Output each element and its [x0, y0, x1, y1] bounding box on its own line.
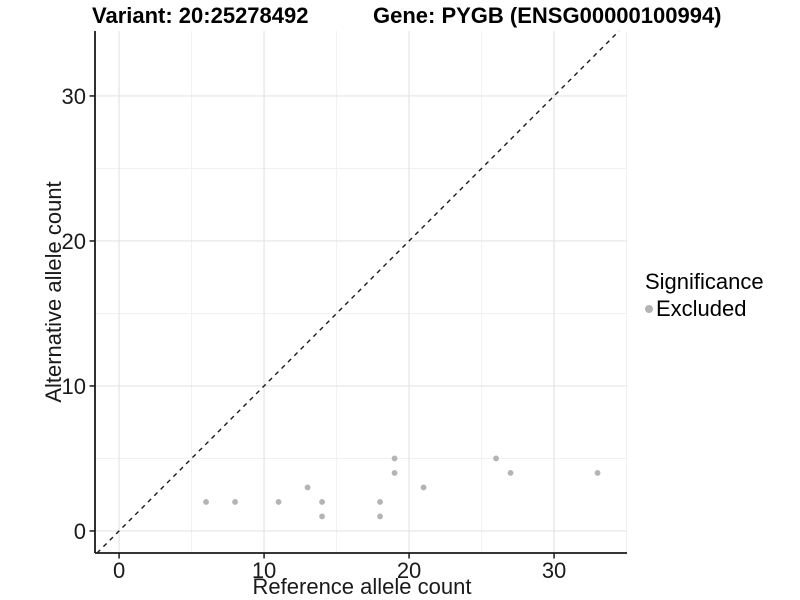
scatter-point: [507, 470, 514, 476]
legend-item: Excluded: [645, 298, 764, 320]
scatter-point: [275, 499, 282, 505]
scatter-point: [377, 499, 383, 505]
legend-item-label: Excluded: [656, 296, 747, 321]
scatter-point: [319, 499, 325, 505]
scatter-point: [319, 513, 325, 520]
variant-title: Variant: 20:25278492: [92, 3, 309, 28]
x-tick-label: 30: [542, 558, 566, 583]
x-tick-label: 0: [113, 558, 125, 583]
scatter-point: [391, 470, 398, 476]
identity-line: [96, 30, 620, 554]
y-tick-label: 30: [62, 84, 86, 109]
legend: Significance Excluded: [645, 271, 764, 320]
scatter-point: [377, 513, 383, 520]
y-tick-label: 10: [62, 374, 86, 399]
gene-title: Gene: PYGB (ENSG00000100994): [373, 3, 722, 28]
x-tick-label: 20: [397, 558, 421, 583]
scatter-point: [493, 455, 499, 462]
scatter-point: [594, 470, 601, 476]
y-tick-label: 20: [62, 229, 86, 254]
scatter-point: [391, 455, 398, 462]
x-axis-title: Reference allele count: [252, 574, 472, 599]
scatter-point: [232, 499, 238, 505]
scatter-point: [203, 499, 209, 505]
legend-point-icon: [645, 305, 653, 313]
legend-title: Significance: [645, 269, 764, 294]
scatter-point: [420, 484, 427, 491]
y-axis-title: Alternative allele count: [41, 181, 66, 403]
scatter-point: [304, 484, 311, 491]
y-tick-label: 0: [74, 519, 86, 544]
x-tick-label: 10: [252, 558, 276, 583]
